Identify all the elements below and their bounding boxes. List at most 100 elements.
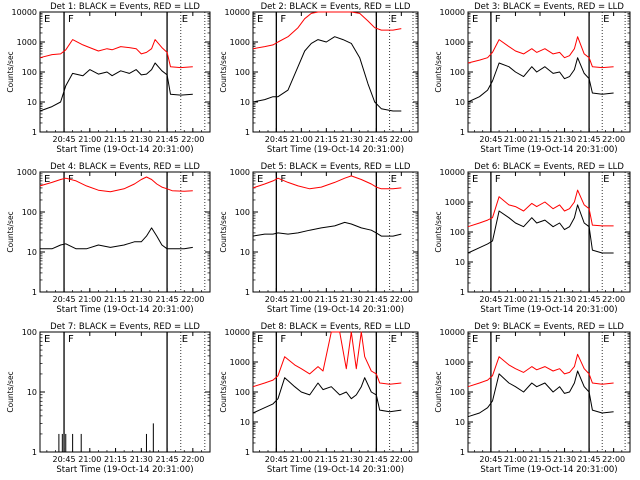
y-tick-label: 1000 (445, 358, 465, 367)
x-tick-label: 22:00 (602, 455, 625, 464)
series-line (467, 204, 614, 254)
x-axis-label: Start Time (19-Oct-14 20:31:00) (56, 465, 193, 475)
x-tick-label: 21:45 (365, 135, 388, 144)
y-tick-label: 1000 (445, 38, 465, 47)
plot-frame (467, 171, 631, 293)
x-tick-label: 20:45 (53, 455, 76, 464)
x-tick-label: 20:45 (479, 295, 502, 304)
x-tick-label: 21:30 (340, 135, 363, 144)
x-tick-label: 22:00 (390, 135, 413, 144)
panel-title: Det 8: BLACK = Events, RED = LLD (261, 322, 411, 332)
y-tick-label: 100 (22, 328, 37, 337)
y-tick-label: 1 (245, 448, 250, 457)
x-tick-label: 21:00 (290, 455, 313, 464)
y-axis-label: Counts/sec (6, 211, 15, 252)
x-tick-label: 21:45 (365, 295, 388, 304)
marker-letter: F (280, 174, 286, 185)
x-tick-label: 21:30 (553, 135, 576, 144)
x-tick-label: 20:45 (479, 455, 502, 464)
x-tick-label: 20:45 (479, 135, 502, 144)
x-tick-label: 21:30 (340, 455, 363, 464)
x-tick-label: 20:45 (53, 295, 76, 304)
marker-letter: F (495, 14, 501, 25)
y-tick-label: 10000 (440, 328, 465, 337)
marker-letter: E (472, 174, 478, 185)
x-tick-label: 21:15 (315, 135, 338, 144)
y-tick-label: 10 (455, 418, 465, 427)
y-tick-label: 1000 (230, 38, 250, 47)
y-tick-label: 1000 (230, 168, 250, 177)
y-axis-label: Counts/sec (219, 371, 228, 412)
x-axis-label: Start Time (19-Oct-14 20:31:00) (267, 465, 404, 475)
x-tick-label: 21:00 (78, 455, 101, 464)
x-tick-label: 21:30 (130, 455, 153, 464)
x-tick-label: 21:00 (290, 135, 313, 144)
y-tick-label: 100 (450, 228, 465, 237)
panel-title: Det 5: BLACK = Events, RED = LLD (261, 162, 411, 172)
y-tick-label: 10 (455, 258, 465, 267)
marker-letter: E (44, 14, 50, 25)
y-tick-label: 100 (235, 388, 250, 397)
y-tick-label: 10 (240, 98, 250, 107)
y-tick-label: 10000 (225, 328, 250, 337)
x-tick-label: 20:45 (53, 135, 76, 144)
panel-title: Det 7: BLACK = Events, RED = LLD (50, 322, 200, 332)
series-line (252, 175, 402, 190)
y-tick-label: 1000 (17, 168, 37, 177)
detector-panel-2: Det 2: BLACK = Events, RED = LLD 1 10 100 10… (219, 2, 419, 155)
marker-letter: F (280, 334, 286, 345)
panel-title: Det 2: BLACK = Events, RED = LLD (261, 2, 411, 12)
y-axis-label: Counts/sec (219, 51, 228, 92)
marker-letter: F (68, 14, 74, 25)
y-axis-label: Counts/sec (6, 371, 15, 412)
y-tick-label: 1 (245, 128, 250, 137)
x-tick-label: 21:15 (104, 455, 127, 464)
plot-frame (39, 171, 211, 293)
y-tick-label: 1 (32, 128, 37, 137)
y-tick-label: 100 (235, 68, 250, 77)
y-tick-label: 10000 (440, 168, 465, 177)
series-line (252, 331, 402, 388)
y-tick-label: 10 (27, 388, 37, 397)
marker-letter: E (182, 174, 188, 185)
marker-letter: E (257, 14, 263, 25)
series-line (467, 370, 614, 418)
y-axis-label: Counts/sec (6, 51, 15, 92)
x-tick-label: 21:45 (156, 135, 179, 144)
x-tick-label: 21:00 (504, 455, 527, 464)
marker-letter: E (391, 14, 397, 25)
x-axis-label: Start Time (19-Oct-14 20:31:00) (56, 305, 193, 315)
y-axis-label: Counts/sec (434, 371, 443, 412)
marker-letter: F (495, 334, 501, 345)
y-tick-label: 10 (27, 98, 37, 107)
x-axis-label: Start Time (19-Oct-14 20:31:00) (267, 305, 404, 315)
y-tick-label: 1 (460, 128, 465, 137)
x-tick-label: 22:00 (602, 135, 625, 144)
panel-title: Det 4: BLACK = Events, RED = LLD (50, 162, 200, 172)
y-tick-label: 100 (22, 68, 37, 77)
y-tick-label: 1 (460, 288, 465, 297)
detector-panel-9: Det 9: BLACK = Events, RED = LLD 1 10 100 10… (434, 322, 631, 475)
x-tick-label: 21:30 (130, 295, 153, 304)
y-tick-label: 10 (240, 248, 250, 257)
x-tick-label: 21:30 (340, 295, 363, 304)
y-tick-label: 10000 (225, 8, 250, 17)
y-tick-label: 1000 (17, 38, 37, 47)
series-line (39, 39, 193, 69)
y-tick-label: 10000 (440, 8, 465, 17)
detector-panel-7: Det 7: BLACK = Events, RED = LLD 1 10 100 20… (6, 322, 211, 475)
marker-letter: F (495, 174, 501, 185)
y-tick-label: 1 (32, 448, 37, 457)
y-tick-label: 10 (240, 418, 250, 427)
x-tick-label: 21:00 (290, 295, 313, 304)
series-line (252, 377, 402, 414)
series-line (252, 221, 402, 237)
x-tick-label: 21:00 (78, 295, 101, 304)
y-tick-label: 100 (22, 208, 37, 217)
y-axis-label: Counts/sec (434, 51, 443, 92)
x-tick-label: 22:00 (181, 135, 204, 144)
x-tick-label: 22:00 (602, 295, 625, 304)
marker-letter: E (44, 334, 50, 345)
x-tick-label: 20:45 (265, 295, 288, 304)
x-tick-label: 21:45 (156, 295, 179, 304)
